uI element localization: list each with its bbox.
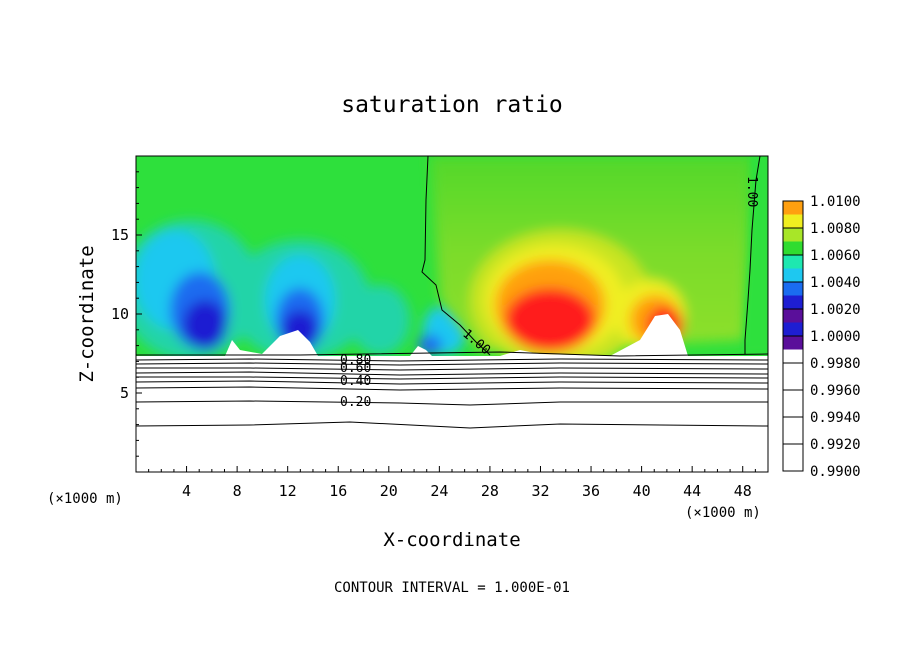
- contour-line: [421, 156, 491, 356]
- colorbar-swatch: [783, 201, 803, 215]
- contour-line: [136, 386, 768, 391]
- x-unit-label-right: (×1000 m): [685, 505, 761, 521]
- colorbar-label: 1.0080: [810, 221, 861, 237]
- x-axis: 4 8 12 16 20 24 28 32 36 40 44 48: [148, 466, 756, 500]
- colorbar-label: 1.0020: [810, 302, 861, 318]
- contour-label: 0.60: [340, 361, 371, 376]
- contour-line: [136, 380, 768, 385]
- contour-line: [136, 421, 768, 429]
- x-tick-label: 28: [481, 482, 499, 500]
- x-tick-label: 48: [734, 482, 752, 500]
- y-tick-label: 10: [111, 305, 129, 323]
- x-tick-label: 16: [329, 482, 347, 500]
- supersaturated-region: [430, 156, 752, 370]
- contour-lines: [136, 156, 768, 429]
- colorbar-label: 0.9900: [810, 464, 861, 480]
- contour-line: [136, 362, 768, 366]
- contour-line: [136, 358, 768, 362]
- colorbar-swatch: [783, 336, 803, 350]
- contour-line: [136, 367, 768, 371]
- colorbar-swatch: [783, 241, 803, 255]
- x-tick-label: 12: [279, 482, 297, 500]
- colorbar-label: 0.9920: [810, 437, 861, 453]
- colorbar-label: 1.0040: [810, 275, 861, 291]
- colorbar-swatch: [783, 309, 803, 323]
- colorbar-label: 1.0100: [810, 194, 861, 210]
- saturation-field: [136, 156, 768, 370]
- x-tick-label: 20: [380, 482, 398, 500]
- colorbar-swatch: [783, 295, 803, 309]
- contour-line: [744, 156, 761, 354]
- x-tick-label: 24: [430, 482, 448, 500]
- contour-line: [136, 376, 768, 380]
- contour-line: [136, 351, 768, 357]
- x-tick-label: 40: [633, 482, 651, 500]
- colorbar-label: 0.9960: [810, 383, 861, 399]
- cloud-surface: [136, 314, 768, 472]
- contour-label: 0.40: [340, 374, 371, 389]
- x-tick-label: 8: [233, 482, 242, 500]
- x-tick-label: 44: [683, 482, 701, 500]
- colorbar-label: 1.0000: [810, 329, 861, 345]
- y-axis-label: Z-coordinate: [76, 245, 98, 382]
- colorbar-label: 0.9940: [810, 410, 861, 426]
- y-axis: 5 10 15: [111, 171, 142, 457]
- colorbar-swatch: [783, 282, 803, 296]
- x-unit-label-left: (×1000 m): [47, 491, 123, 507]
- colorbar-swatch: [783, 214, 803, 228]
- x-tick-label: 36: [582, 482, 600, 500]
- x-axis-label: X-coordinate: [383, 529, 520, 551]
- contour-label: 0.20: [340, 395, 371, 410]
- colorbar: 0.9900 0.9920 0.9940 0.9960 0.9980 1.0000 1.00…: [782, 194, 861, 480]
- x-tick-label: 4: [182, 482, 191, 500]
- subsaturated-region: [136, 220, 467, 360]
- x-tick-label: 32: [531, 482, 549, 500]
- colorbar-label: 1.0060: [810, 248, 861, 264]
- chart-title: saturation ratio: [341, 92, 563, 118]
- colorbar-swatch: [783, 228, 803, 242]
- colorbar-label: 0.9980: [810, 356, 861, 372]
- contour-line: [136, 400, 768, 406]
- y-tick-label: 5: [120, 384, 129, 402]
- contour-interval-note: CONTOUR INTERVAL = 1.000E-01: [334, 580, 570, 596]
- contour-label: 1.00: [744, 176, 759, 207]
- colorbar-swatch: [783, 268, 803, 282]
- plot-area: 0.80 0.60 0.40 0.20 1.00 1.00: [136, 156, 768, 472]
- colorbar-swatch: [783, 255, 803, 269]
- colorbar-swatch: [783, 322, 803, 336]
- y-tick-label: 15: [111, 226, 129, 244]
- contour-line: [136, 371, 768, 376]
- contour-label: 0.80: [340, 353, 371, 368]
